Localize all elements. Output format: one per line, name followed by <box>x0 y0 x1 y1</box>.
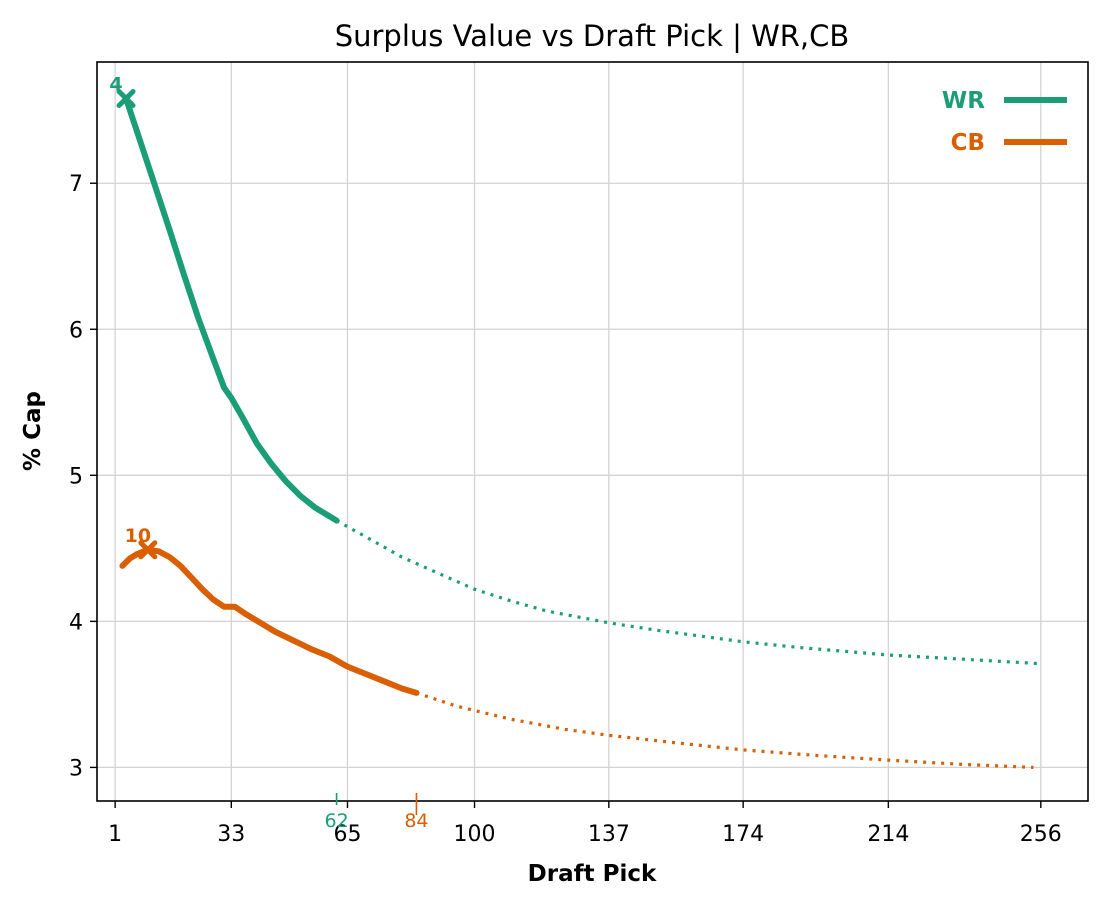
x-tick-label: 33 <box>217 822 245 847</box>
y-tick-label: 6 <box>69 318 83 343</box>
x-tick-label: 214 <box>867 822 909 847</box>
wr-peak-label: 4 <box>109 74 122 96</box>
cb-cutoff-label: 84 <box>404 810 428 832</box>
y-axis-label: % Cap <box>20 391 46 471</box>
legend-label-cb: CB <box>951 130 985 156</box>
legend-label-wr: WR <box>942 88 985 114</box>
y-tick-label: 5 <box>69 464 83 489</box>
wr-cutoff-label: 62 <box>324 810 348 832</box>
x-tick-label: 174 <box>722 822 764 847</box>
plot-frame <box>96 61 1089 802</box>
axis-ticks: 1 33 65 100 137 174 214 256 3 4 5 6 7 62 84 <box>69 172 1062 847</box>
cb-peak-marker <box>138 540 158 560</box>
chart-title: Surplus Value vs Draft Pick | WR,CB <box>335 19 850 53</box>
x-tick-label: 256 <box>1020 822 1062 847</box>
y-tick-label: 7 <box>69 172 83 197</box>
x-tick-label: 65 <box>333 822 361 847</box>
y-tick-label: 3 <box>69 756 83 781</box>
wr-series-line <box>123 95 340 524</box>
y-tick-label: 4 <box>69 610 83 635</box>
x-tick-label: 137 <box>588 822 630 847</box>
series-layer: 4 10 <box>109 74 1041 769</box>
x-tick-label: 1 <box>108 822 122 847</box>
cb-peak-label: 10 <box>125 525 151 547</box>
legend: WR CB <box>942 88 1067 156</box>
x-axis-label: Draft Pick <box>528 861 657 887</box>
wr-peak-marker <box>116 89 136 109</box>
grid-lines <box>97 62 1088 801</box>
cb-series-line <box>119 546 420 696</box>
wr-projection-line <box>335 519 1041 666</box>
x-tick-label: 100 <box>454 822 496 847</box>
